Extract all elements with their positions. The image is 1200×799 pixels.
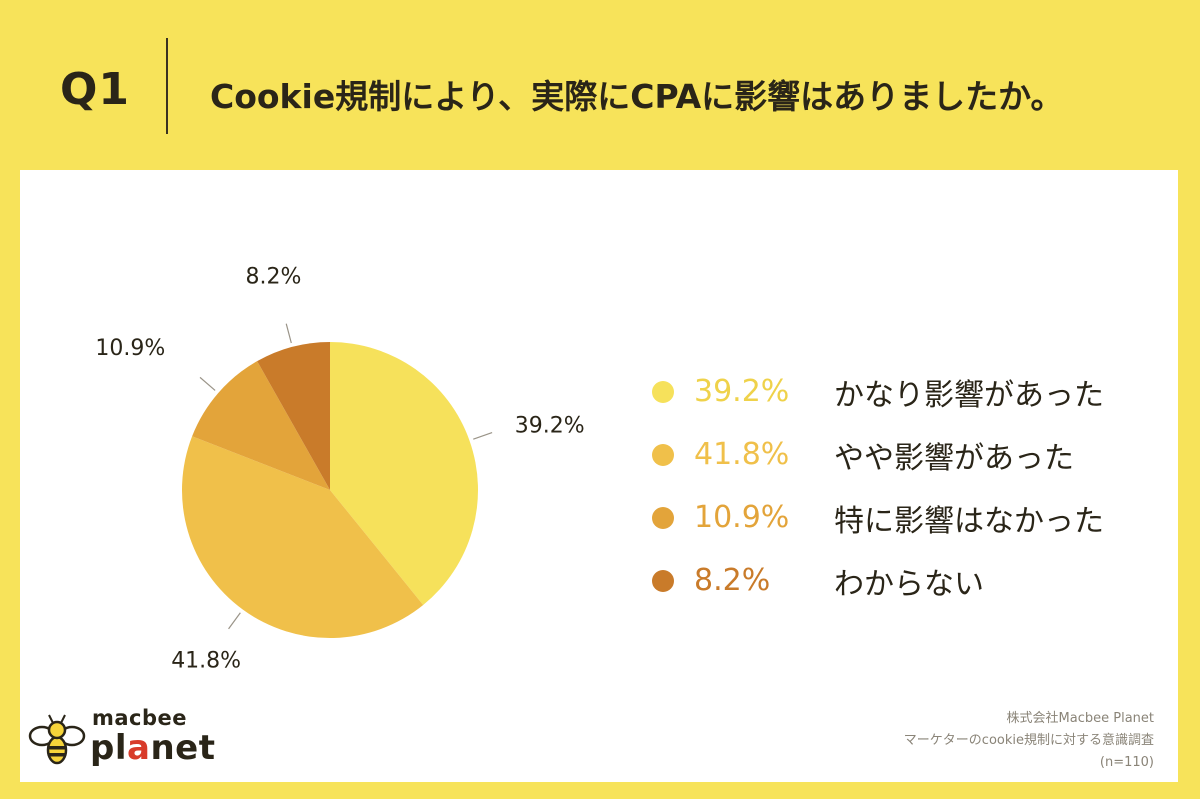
pie-data-label: 8.2% [246, 264, 302, 289]
pie-data-label: 10.9% [95, 336, 165, 361]
legend-swatch [652, 506, 674, 529]
header: Q1 Cookie規制により、実際にCPAに影響はありましたか。 [0, 0, 1200, 170]
source-company: 株式会社Macbee Planet [1006, 711, 1154, 726]
logo-wordmark-top: macbee [92, 706, 188, 730]
brand-logo: macbee planet [28, 706, 228, 776]
legend-item: 39.2% かなり影響があった [652, 360, 1104, 423]
legend-swatch [652, 380, 674, 403]
pie-chart: 39.2% 41.8% 10.9% 8.2% [95, 264, 585, 674]
source-survey: マーケターのcookie規制に対する意識調査 [903, 733, 1154, 748]
legend-label: 特に影響はなかった [834, 503, 1104, 539]
legend-swatch [652, 569, 674, 592]
leader-line [285, 323, 292, 344]
source-sample: (n=110) [1099, 755, 1154, 770]
question-number: Q1 [60, 64, 131, 115]
leader-line [473, 431, 493, 440]
pie-slice [182, 436, 424, 638]
legend-swatch [652, 443, 674, 466]
legend-item: 41.8% やや影響があった [652, 423, 1104, 486]
leader-line [199, 376, 216, 391]
pie-slice [330, 342, 478, 605]
source-note: 株式会社Macbee Planet マーケターのcookie規制に対する意識調査… [904, 708, 1154, 774]
leader-line [228, 612, 241, 630]
logo-wordmark-part: pl [90, 728, 127, 768]
pie-data-label: 39.2% [515, 414, 585, 439]
logo-wordmark-bottom: planet [90, 728, 215, 768]
legend-label: わからない [834, 566, 984, 602]
legend-percent: 39.2% [694, 374, 790, 409]
logo-wordmark-accent: a [127, 728, 151, 768]
pie-slice [192, 361, 330, 490]
legend-item: 10.9% 特に影響はなかった [652, 486, 1104, 549]
bee-icon [28, 714, 86, 765]
legend-item: 8.2% わからない [652, 549, 1104, 612]
pie-data-label: 41.8% [171, 649, 241, 674]
pie-slice [257, 342, 330, 490]
legend-percent: 8.2% [694, 563, 771, 598]
legend-label: かなり影響があった [834, 377, 1104, 413]
legend-percent: 10.9% [694, 500, 790, 535]
header-divider [166, 38, 168, 134]
legend-percent: 41.8% [694, 437, 790, 472]
legend-label: やや影響があった [834, 440, 1074, 476]
legend: 39.2% かなり影響があった 41.8% やや影響があった 10.9% 特に影… [652, 360, 1104, 612]
question-title: Cookie規制により、実際にCPAに影響はありましたか。 [210, 77, 1064, 116]
chart-card: 39.2% 41.8% 10.9% 8.2% 39.2% かなり影響があった 41.8… [20, 170, 1178, 782]
logo-wordmark-part: net [150, 728, 216, 768]
